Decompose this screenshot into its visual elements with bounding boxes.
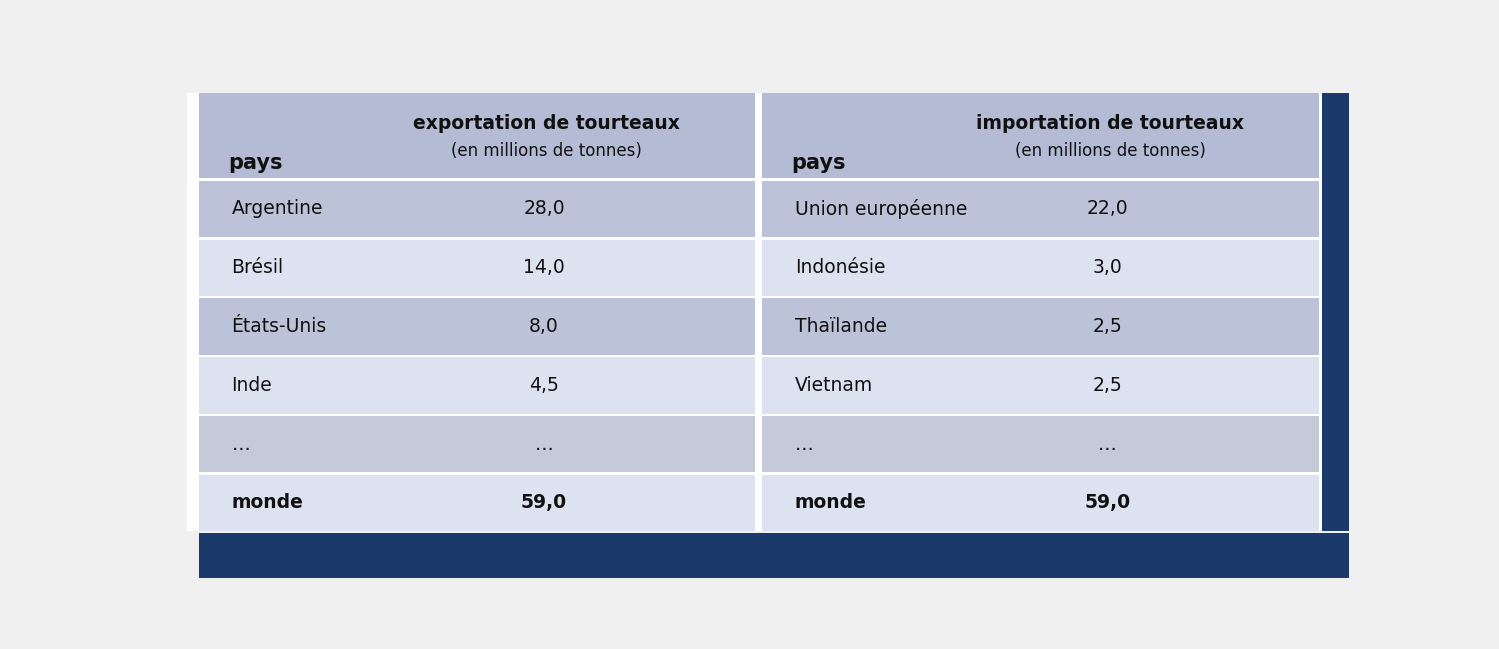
Bar	[199, 93, 755, 178]
Text: 14,0: 14,0	[523, 258, 565, 277]
Text: Thaïlande: Thaïlande	[794, 317, 887, 336]
Text: 4,5: 4,5	[529, 376, 559, 395]
Text: 22,0: 22,0	[1087, 199, 1129, 219]
Text: Union européenne: Union européenne	[794, 199, 967, 219]
Text: 2,5: 2,5	[1093, 376, 1123, 395]
Bar	[763, 357, 1319, 413]
Bar	[199, 472, 755, 473]
Text: 8,0: 8,0	[529, 317, 559, 336]
Bar	[199, 239, 755, 296]
Text: exportation de tourteaux: exportation de tourteaux	[414, 114, 681, 132]
Bar	[763, 472, 1319, 473]
Bar	[199, 237, 755, 238]
Bar	[763, 475, 1319, 531]
Text: pays: pays	[791, 153, 845, 173]
Bar	[763, 413, 1319, 415]
Text: …: …	[231, 435, 250, 454]
Text: monde: monde	[794, 493, 866, 513]
Bar	[199, 533, 1349, 578]
Bar	[199, 413, 755, 415]
Text: 2,5: 2,5	[1093, 317, 1123, 336]
Bar	[199, 357, 755, 413]
Text: Brésil: Brésil	[231, 258, 283, 277]
Bar	[187, 93, 1322, 531]
Text: Indonésie: Indonésie	[794, 258, 886, 277]
Bar	[199, 416, 755, 472]
Bar	[199, 296, 755, 297]
Bar	[763, 178, 1319, 181]
Bar	[199, 355, 755, 356]
Text: 28,0: 28,0	[523, 199, 565, 219]
Bar	[763, 299, 1319, 355]
Bar	[763, 181, 1319, 237]
Text: 3,0: 3,0	[1093, 258, 1123, 277]
Text: États-Unis: États-Unis	[231, 317, 327, 336]
Bar	[199, 475, 755, 531]
Bar	[199, 181, 755, 237]
Bar	[763, 239, 1319, 296]
Text: Vietnam: Vietnam	[794, 376, 874, 395]
Text: Inde: Inde	[231, 376, 273, 395]
Bar	[199, 299, 755, 355]
Text: 59,0: 59,0	[522, 493, 567, 513]
Text: 59,0: 59,0	[1084, 493, 1130, 513]
Text: monde: monde	[231, 493, 303, 513]
Text: pays: pays	[228, 153, 282, 173]
Text: …: …	[794, 435, 814, 454]
Bar	[763, 296, 1319, 297]
Bar	[763, 237, 1319, 238]
Text: (en millions de tonnes): (en millions de tonnes)	[451, 141, 643, 160]
Text: (en millions de tonnes): (en millions de tonnes)	[1015, 141, 1205, 160]
Bar	[763, 416, 1319, 472]
Text: …: …	[535, 435, 553, 454]
Bar	[763, 355, 1319, 356]
Bar	[763, 93, 1319, 178]
Text: importation de tourteaux: importation de tourteaux	[976, 114, 1244, 132]
Bar	[199, 178, 755, 181]
Text: Argentine: Argentine	[231, 199, 322, 219]
Text: …: …	[1099, 435, 1117, 454]
Bar	[1322, 93, 1349, 531]
